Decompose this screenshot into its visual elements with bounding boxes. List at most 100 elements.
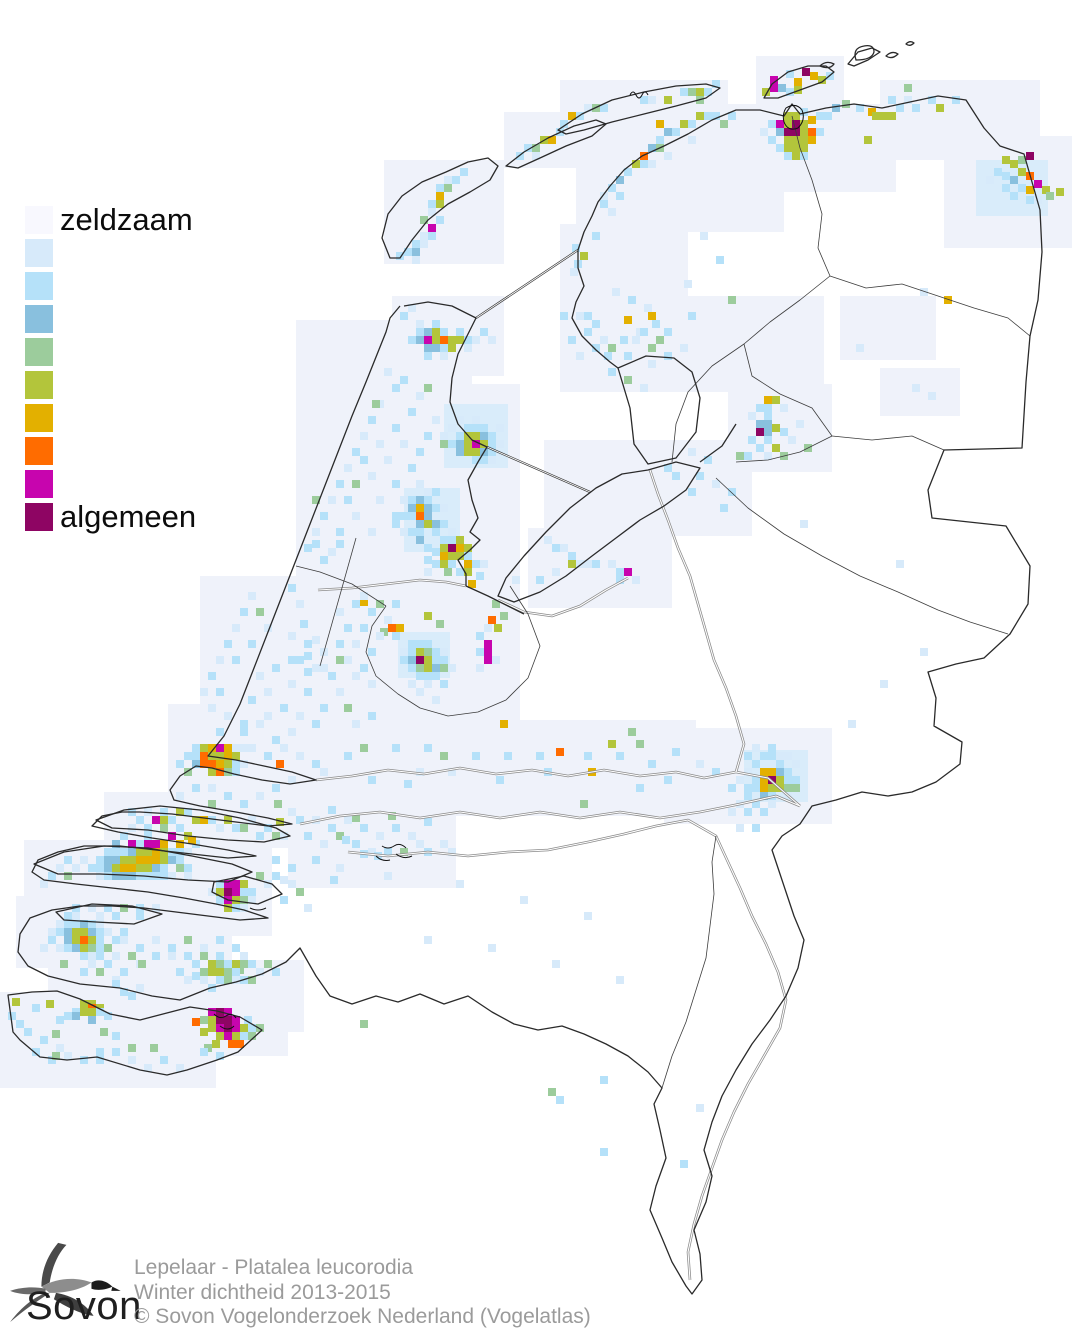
density-cell <box>772 424 780 432</box>
density-cell <box>112 840 120 848</box>
density-cell <box>304 668 312 676</box>
density-cell <box>216 1016 224 1024</box>
density-cell <box>216 968 224 976</box>
density-cell <box>736 824 744 832</box>
density-cell <box>780 428 788 436</box>
density-cell <box>176 848 184 856</box>
density-cell <box>184 952 192 960</box>
density-cell <box>152 952 160 960</box>
density-cell <box>56 944 64 952</box>
density-cell <box>160 872 168 880</box>
density-cell <box>778 84 786 92</box>
density-cell <box>584 560 592 568</box>
density-cell <box>424 496 432 504</box>
density-cell <box>88 920 96 928</box>
density-cell <box>772 444 780 452</box>
density-cell <box>416 536 424 544</box>
density-cell <box>480 328 488 336</box>
density-cell <box>1026 152 1034 160</box>
density-cell <box>424 352 432 360</box>
density-cell <box>448 544 456 552</box>
density-cell <box>476 664 484 672</box>
density-cell <box>764 404 772 412</box>
density-cell <box>760 128 768 136</box>
density-cell <box>192 1018 200 1026</box>
density-cell <box>384 456 392 464</box>
density-cell <box>112 848 120 856</box>
density-cell <box>456 544 464 552</box>
density-cell <box>552 960 560 968</box>
density-cell <box>424 520 432 528</box>
density-cell <box>488 616 496 624</box>
density-cell <box>104 944 112 952</box>
density-cell <box>416 672 424 680</box>
density-cell <box>920 288 928 296</box>
legend-swatch-column <box>25 206 53 531</box>
density-cell <box>416 840 424 848</box>
density-cell <box>216 744 224 752</box>
density-cell <box>408 408 416 416</box>
density-cell <box>420 232 428 240</box>
density-cell <box>224 640 232 648</box>
density-cell <box>768 768 776 776</box>
density-cell <box>432 528 440 536</box>
density-cell <box>424 328 432 336</box>
density-cell <box>1034 180 1042 188</box>
density-cell <box>208 768 216 776</box>
density-cell <box>224 752 232 760</box>
density-cell <box>400 656 408 664</box>
density-cell <box>312 720 320 728</box>
density-cell <box>392 824 400 832</box>
density-cell <box>208 816 216 824</box>
density-cell <box>136 816 144 824</box>
density-cell <box>786 70 794 78</box>
density-cell <box>810 72 818 80</box>
density-cell <box>424 432 432 440</box>
density-cell <box>568 112 576 120</box>
density-cell <box>272 872 280 880</box>
density-cell <box>200 952 208 960</box>
density-cell <box>136 944 144 952</box>
afsluitdijk-houtribdijk-dikes <box>475 249 591 494</box>
density-cell <box>744 752 752 760</box>
density-cell <box>492 656 500 664</box>
density-cell <box>464 344 472 352</box>
density-cell <box>616 176 624 184</box>
density-cell <box>256 1024 264 1032</box>
density-cell <box>476 648 484 656</box>
density-cell <box>776 128 784 136</box>
density-cell <box>986 176 994 184</box>
density-cell <box>872 112 880 120</box>
density-cell <box>240 952 248 960</box>
density-cell <box>64 936 72 944</box>
density-cell <box>664 328 672 336</box>
density-cell <box>128 992 136 1000</box>
density-cell <box>200 760 208 768</box>
density-cell <box>776 776 784 784</box>
density-cell <box>432 664 440 672</box>
density-cell <box>192 744 200 752</box>
density-cell <box>472 752 480 760</box>
density-cell <box>88 1008 96 1016</box>
density-cell <box>680 1160 688 1168</box>
density-cell <box>776 144 784 152</box>
density-cell <box>296 752 304 760</box>
density-cell <box>640 96 648 104</box>
density-cell <box>424 544 432 552</box>
density-cell <box>412 248 420 256</box>
density-cell <box>864 136 872 144</box>
density-cell <box>568 336 576 344</box>
density-cell <box>96 1048 104 1056</box>
density-cell <box>792 144 800 152</box>
density-cell <box>448 536 456 544</box>
density-cell <box>712 112 720 120</box>
density-cell <box>388 812 396 820</box>
density-cell <box>848 720 856 728</box>
density-cell <box>320 512 328 520</box>
density-cell <box>392 424 400 432</box>
density-cell <box>1010 176 1018 184</box>
density-cell <box>728 488 736 496</box>
density-cell <box>288 880 296 888</box>
density-cell <box>104 1012 112 1020</box>
density-cell <box>272 784 280 792</box>
